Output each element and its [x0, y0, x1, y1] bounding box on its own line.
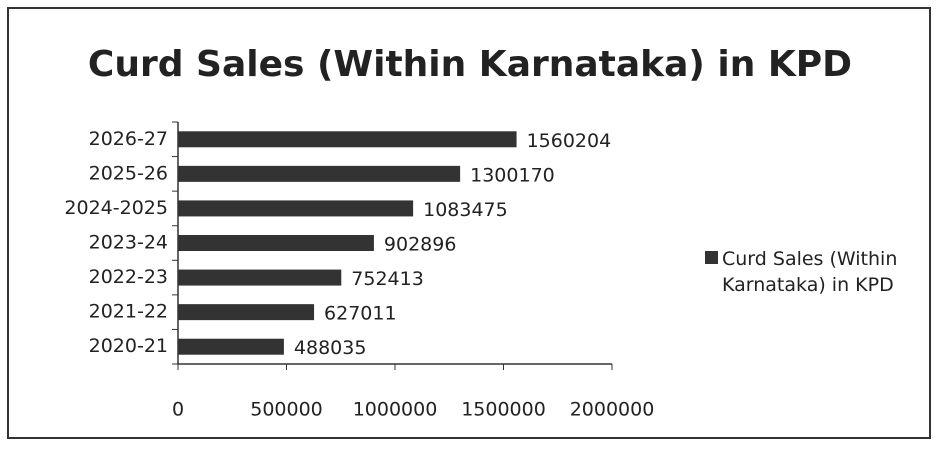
bar [178, 131, 517, 148]
legend-swatch [705, 251, 718, 264]
data-label: 1300170 [470, 164, 555, 186]
data-label: 488035 [294, 337, 367, 359]
bar [178, 200, 414, 217]
x-tick-label: 1000000 [353, 399, 438, 421]
bar [178, 304, 315, 321]
y-tick-label: 2026-27 [89, 128, 168, 150]
data-label: 1560204 [527, 130, 612, 152]
bar [178, 269, 342, 286]
data-label: 902896 [384, 234, 457, 256]
y-tick-label: 2025-26 [89, 162, 168, 184]
x-tick-label: 500000 [250, 399, 323, 421]
bar [178, 235, 374, 251]
x-tick-label: 1500000 [461, 399, 546, 421]
data-label: 752413 [351, 268, 424, 290]
data-label: 1083475 [423, 199, 508, 221]
data-label: 627011 [324, 303, 397, 325]
chart-title: Curd Sales (Within Karnataka) in KPD [88, 44, 852, 85]
chart-border [7, 7, 931, 439]
legend-label: Curd Sales (Within Karnataka) in KPD [722, 248, 898, 296]
y-tick-label: 2021-22 [89, 301, 168, 323]
bar [178, 165, 461, 182]
x-tick-label: 0 [172, 399, 184, 421]
y-tick-label: 2020-21 [89, 335, 168, 357]
bar [178, 338, 284, 355]
y-tick-label: 2024-2025 [64, 197, 168, 219]
x-tick-label: 2000000 [570, 399, 655, 421]
y-tick-label: 2023-24 [89, 232, 168, 254]
y-tick-label: 2022-23 [89, 266, 168, 288]
